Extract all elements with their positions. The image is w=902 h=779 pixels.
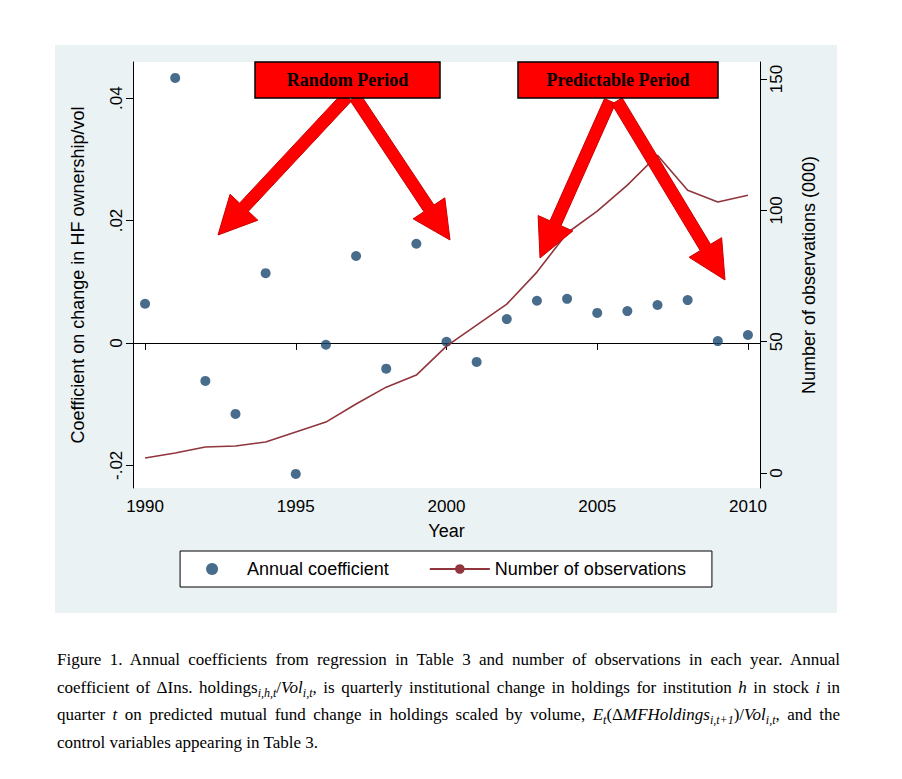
html-text:Figure 1. Annual coefficients: Figure 1. Annual coefficients from regre… [57, 650, 840, 752]
svg-text:Predictable Period: Predictable Period [546, 70, 689, 90]
svg-text:Annual coefficient: Annual coefficient [247, 559, 389, 579]
svg-text:2000: 2000 [428, 497, 466, 516]
svg-text:Number of observations (000): Number of observations (000) [799, 156, 819, 394]
svg-text:1995: 1995 [277, 497, 315, 516]
svg-text:Random Period: Random Period [287, 70, 409, 90]
svg-text:1990: 1990 [126, 497, 164, 516]
svg-text:.04: .04 [107, 86, 126, 110]
svg-text:150: 150 [767, 65, 786, 93]
svg-text:Number of observations: Number of observations [495, 559, 686, 579]
svg-text:2005: 2005 [578, 497, 616, 516]
svg-text:100: 100 [767, 196, 786, 224]
svg-text:50: 50 [767, 332, 786, 351]
svg-text:Year: Year [428, 521, 464, 541]
svg-text:.02: .02 [107, 209, 126, 233]
svg-text:0: 0 [767, 468, 786, 477]
svg-text:Coefficient on change in HF ow: Coefficient on change in HF ownership/vo… [68, 107, 88, 444]
svg-text:0: 0 [107, 338, 126, 347]
svg-text:2010: 2010 [729, 497, 767, 516]
svg-text:-.02: -.02 [107, 451, 126, 480]
